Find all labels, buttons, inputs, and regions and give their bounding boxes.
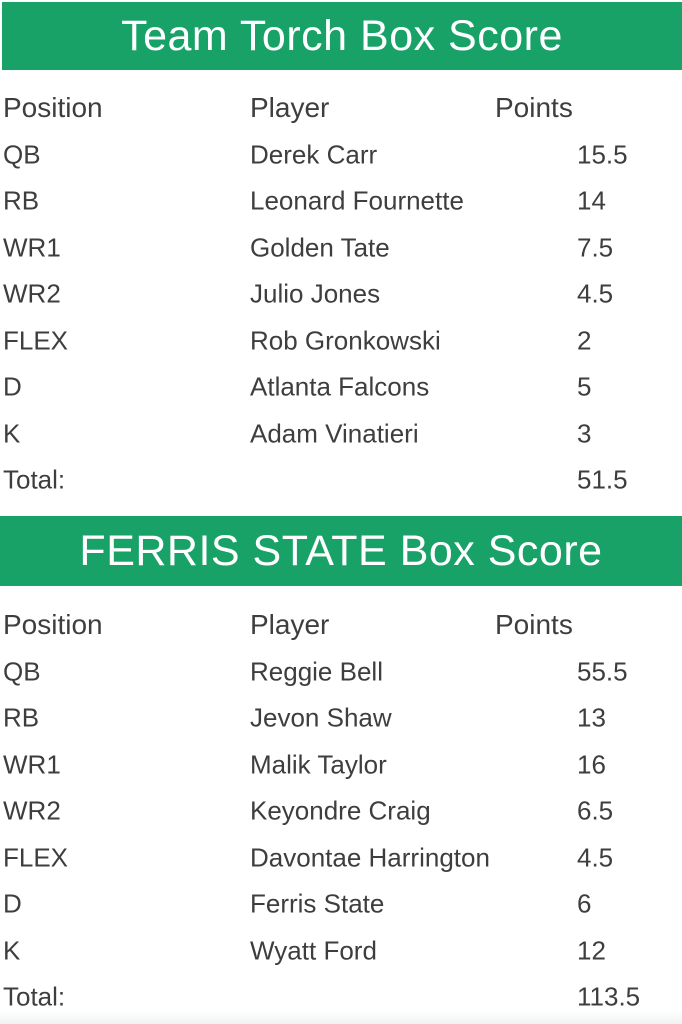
- table-row: WR2 Keyondre Craig 6.5: [0, 788, 682, 835]
- total-points: 113.5: [577, 981, 641, 1012]
- points-cell: 5: [577, 371, 592, 402]
- points-cell: 3: [577, 418, 592, 449]
- position-cell: K: [3, 418, 21, 449]
- player-cell: Jevon Shaw: [250, 702, 392, 733]
- position-cell: WR1: [3, 749, 61, 780]
- player-column-header: Player: [250, 92, 330, 124]
- points-cell: 55.5: [577, 656, 628, 687]
- total-label: Total:: [3, 464, 66, 495]
- points-column-header: Points: [495, 92, 573, 124]
- position-column-header: Position: [3, 92, 103, 124]
- player-cell: Wyatt Ford: [250, 935, 377, 966]
- column-header-row: Position Player Points: [0, 85, 682, 132]
- table-row: QB Derek Carr 15.5: [0, 132, 682, 179]
- total-row: Total: 51.5: [0, 457, 682, 504]
- player-cell: Rob Gronkowski: [250, 325, 441, 356]
- table-row: FLEX Davontae Harrington 4.5: [0, 835, 682, 882]
- position-cell: WR2: [3, 795, 61, 826]
- points-column-header: Points: [495, 609, 573, 641]
- table-row: WR1 Golden Tate 7.5: [0, 225, 682, 272]
- position-cell: QB: [3, 656, 41, 687]
- table-row: RB Leonard Fournette 14: [0, 178, 682, 225]
- position-cell: WR1: [3, 232, 61, 263]
- column-header-row: Position Player Points: [0, 602, 682, 649]
- points-cell: 4.5: [577, 842, 614, 873]
- points-cell: 15.5: [577, 139, 628, 170]
- points-cell: 13: [577, 702, 606, 733]
- position-cell: D: [3, 888, 22, 919]
- position-cell: QB: [3, 139, 41, 170]
- player-column-header: Player: [250, 609, 330, 641]
- points-cell: 2: [577, 325, 592, 356]
- table-row: WR1 Malik Taylor 16: [0, 742, 682, 789]
- team-torch-banner-title: Team Torch Box Score: [121, 11, 563, 60]
- position-cell: K: [3, 935, 21, 966]
- table-row: K Adam Vinatieri 3: [0, 411, 682, 458]
- player-cell: Malik Taylor: [250, 749, 387, 780]
- position-cell: FLEX: [3, 842, 69, 873]
- player-cell: Golden Tate: [250, 232, 390, 263]
- points-cell: 12: [577, 935, 606, 966]
- player-cell: Reggie Bell: [250, 656, 383, 687]
- position-column-header: Position: [3, 609, 103, 641]
- points-cell: 7.5: [577, 232, 614, 263]
- table-row: WR2 Julio Jones 4.5: [0, 271, 682, 318]
- team-torch-banner: Team Torch Box Score: [2, 2, 682, 70]
- position-cell: RB: [3, 185, 40, 216]
- table-row: FLEX Rob Gronkowski 2: [0, 318, 682, 365]
- player-cell: Keyondre Craig: [250, 795, 431, 826]
- points-cell: 6: [577, 888, 592, 919]
- ferris-state-box-score-table: Position Player Points QB Reggie Bell 55…: [0, 602, 682, 1021]
- ferris-state-banner-title: FERRIS STATE Box Score: [79, 526, 603, 575]
- player-cell: Davontae Harrington: [250, 842, 490, 873]
- points-cell: 6.5: [577, 795, 614, 826]
- points-cell: 16: [577, 749, 606, 780]
- total-label: Total:: [3, 981, 66, 1012]
- table-row: QB Reggie Bell 55.5: [0, 649, 682, 696]
- ferris-state-banner: FERRIS STATE Box Score: [0, 516, 682, 586]
- total-row: Total: 113.5: [0, 974, 682, 1021]
- player-cell: Adam Vinatieri: [250, 418, 419, 449]
- points-cell: 4.5: [577, 278, 614, 309]
- table-row: D Atlanta Falcons 5: [0, 364, 682, 411]
- player-cell: Julio Jones: [250, 278, 381, 309]
- table-row: RB Jevon Shaw 13: [0, 695, 682, 742]
- points-cell: 14: [577, 185, 606, 216]
- player-cell: Leonard Fournette: [250, 185, 464, 216]
- position-cell: RB: [3, 702, 40, 733]
- total-points: 51.5: [577, 464, 628, 495]
- player-cell: Derek Carr: [250, 139, 378, 170]
- position-cell: D: [3, 371, 22, 402]
- table-row: D Ferris State 6: [0, 881, 682, 928]
- footer-strip: [0, 1010, 682, 1024]
- team-torch-box-score-table: Position Player Points QB Derek Carr 15.…: [0, 85, 682, 504]
- player-cell: Ferris State: [250, 888, 385, 919]
- player-cell: Atlanta Falcons: [250, 371, 430, 402]
- table-row: K Wyatt Ford 12: [0, 928, 682, 975]
- position-cell: WR2: [3, 278, 61, 309]
- position-cell: FLEX: [3, 325, 69, 356]
